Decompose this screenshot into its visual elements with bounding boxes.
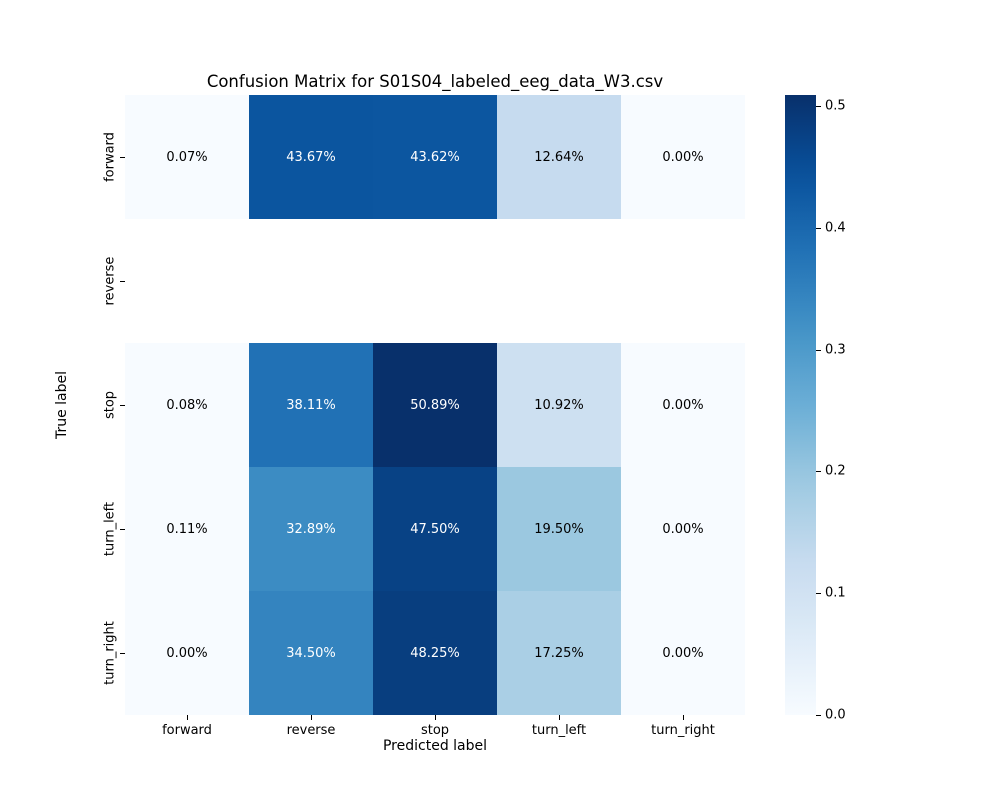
cell-value-label: 19.50% — [534, 521, 584, 537]
heatmap-cell: 34.50% — [249, 591, 373, 715]
tick-mark — [120, 281, 125, 282]
cell-value-label: 38.11% — [286, 397, 336, 413]
heatmap-cell: 0.00% — [621, 467, 745, 591]
tick-mark — [816, 715, 821, 716]
colorbar-tick-label: 0.2 — [825, 463, 846, 479]
heatmap-cell — [249, 219, 373, 343]
x-axis-tick-label: stop — [420, 723, 450, 738]
x-axis-label: Predicted label — [382, 738, 488, 754]
heatmap-cell: 0.11% — [125, 467, 249, 591]
heatmap-cell: 32.89% — [249, 467, 373, 591]
cell-value-label: 50.89% — [410, 397, 460, 413]
cell-value-label: 0.00% — [166, 645, 208, 661]
cell-value-label: 43.67% — [286, 149, 336, 165]
cell-value-label: 0.00% — [662, 149, 704, 165]
tick-mark — [120, 529, 125, 530]
x-axis-tick-label: reverse — [286, 723, 336, 738]
heatmap-cell: 0.00% — [125, 591, 249, 715]
tick-mark — [683, 715, 684, 720]
y-axis-tick-label: forward — [102, 132, 118, 182]
heatmap-cell: 43.67% — [249, 95, 373, 219]
y-axis-tick-label: turn_left — [102, 501, 118, 557]
cell-value-label: 17.25% — [534, 645, 584, 661]
heatmap-cell: 48.25% — [373, 591, 497, 715]
colorbar-tick-label: 0.0 — [825, 707, 846, 723]
heatmap-cell: 0.00% — [621, 95, 745, 219]
cell-value-label: 10.92% — [534, 397, 584, 413]
heatmap-cell: 12.64% — [497, 95, 621, 219]
colorbar-tick-label: 0.5 — [825, 98, 846, 114]
x-axis-tick-label: turn_right — [651, 723, 715, 738]
tick-mark — [120, 157, 125, 158]
chart-title: Confusion Matrix for S01S04_labeled_eeg_… — [206, 72, 664, 91]
cell-value-label: 47.50% — [410, 521, 460, 537]
heatmap-cell: 47.50% — [373, 467, 497, 591]
colorbar-tick-label: 0.3 — [825, 342, 846, 357]
tick-mark — [816, 105, 821, 107]
heatmap-cell: 0.07% — [125, 95, 249, 219]
heatmap-cell: 0.08% — [125, 343, 249, 467]
x-axis-tick-label: turn_left — [531, 723, 587, 738]
colorbar-tick-label: 0.4 — [825, 220, 846, 236]
tick-mark — [559, 715, 560, 720]
cell-value-label: 0.08% — [166, 397, 208, 413]
heatmap-grid: 0.07% 43.67% 43.62% 12.64% 0.00% 0.08% 38.11% 5… — [125, 95, 745, 715]
y-axis-tick-label: stop — [102, 390, 118, 420]
heatmap-cell — [497, 219, 621, 343]
cell-value-label: 34.50% — [286, 645, 336, 661]
cell-value-label: 12.64% — [534, 149, 584, 165]
tick-mark — [187, 715, 188, 720]
tick-mark — [816, 349, 821, 351]
y-axis-label: True label — [54, 370, 70, 440]
colorbar-gradient — [785, 95, 816, 715]
cell-value-label: 48.25% — [410, 645, 460, 661]
cell-value-label: 0.00% — [662, 645, 704, 661]
tick-mark — [311, 715, 312, 720]
cell-value-label: 43.62% — [410, 149, 460, 165]
tick-mark — [120, 653, 125, 654]
heatmap-cell: 0.00% — [621, 343, 745, 467]
heatmap-cell — [373, 219, 497, 343]
y-axis-tick-label: reverse — [102, 256, 118, 306]
colorbar-tick-label: 0.1 — [825, 585, 846, 601]
heatmap-cell: 10.92% — [497, 343, 621, 467]
heatmap-cell: 17.25% — [497, 591, 621, 715]
tick-mark — [816, 593, 821, 595]
heatmap-cell — [125, 219, 249, 343]
x-axis-tick-label: forward — [162, 723, 212, 738]
y-axis-tick-label: turn_right — [102, 621, 118, 685]
heatmap-cell: 43.62% — [373, 95, 497, 219]
heatmap-cell: 0.00% — [621, 591, 745, 715]
cell-value-label: 0.00% — [662, 521, 704, 537]
heatmap-cell: 19.50% — [497, 467, 621, 591]
tick-mark — [120, 405, 125, 406]
cell-value-label: 0.11% — [166, 521, 208, 537]
tick-mark — [816, 471, 821, 473]
heatmap-cell — [621, 219, 745, 343]
cell-value-label: 0.07% — [166, 149, 208, 165]
heatmap-cell: 38.11% — [249, 343, 373, 467]
tick-mark — [816, 227, 821, 229]
tick-mark — [435, 715, 436, 720]
cell-value-label: 0.00% — [662, 397, 704, 413]
heatmap-cell: 50.89% — [373, 343, 497, 467]
cell-value-label: 32.89% — [286, 521, 336, 537]
